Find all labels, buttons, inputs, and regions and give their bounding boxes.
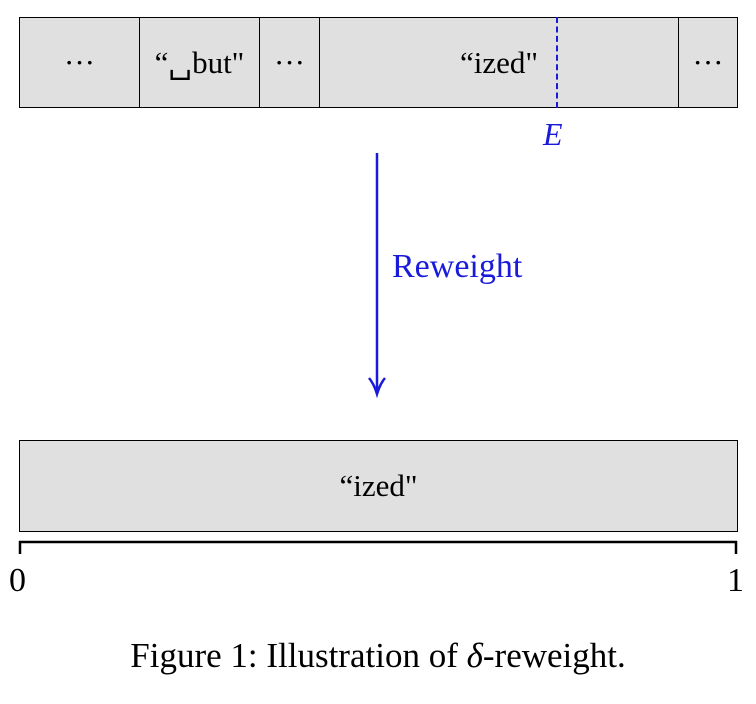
token-cell-ellipsis: ··· [260, 18, 320, 107]
token-cell-ized: “ized" [320, 18, 679, 107]
caption-symbol: δ [466, 636, 483, 675]
axis-end-label: 1 [727, 562, 744, 599]
token-distribution-bar: ··· “␣but" ··· “ized" ··· [19, 17, 738, 108]
caption-suffix: -reweight. [482, 636, 626, 675]
token-cell-ellipsis: ··· [692, 44, 724, 80]
reweighted-token-label: “ized" [339, 468, 418, 503]
figure-caption: Figure 1: Illustration of δ-reweight. [0, 636, 756, 676]
threshold-marker-line [556, 17, 558, 108]
reweight-label: Reweight [392, 248, 523, 285]
down-arrow-icon [368, 153, 386, 399]
reweighted-token-bar: “ized" [19, 440, 738, 532]
unit-interval-axis [18, 540, 738, 554]
caption-prefix: Figure 1: Illustration of [130, 636, 467, 675]
token-cell-ellipsis: ··· [20, 18, 140, 107]
token-cell-but: “␣but" [140, 18, 260, 107]
threshold-marker-label: E [543, 116, 563, 152]
axis-start-label: 0 [9, 562, 26, 599]
